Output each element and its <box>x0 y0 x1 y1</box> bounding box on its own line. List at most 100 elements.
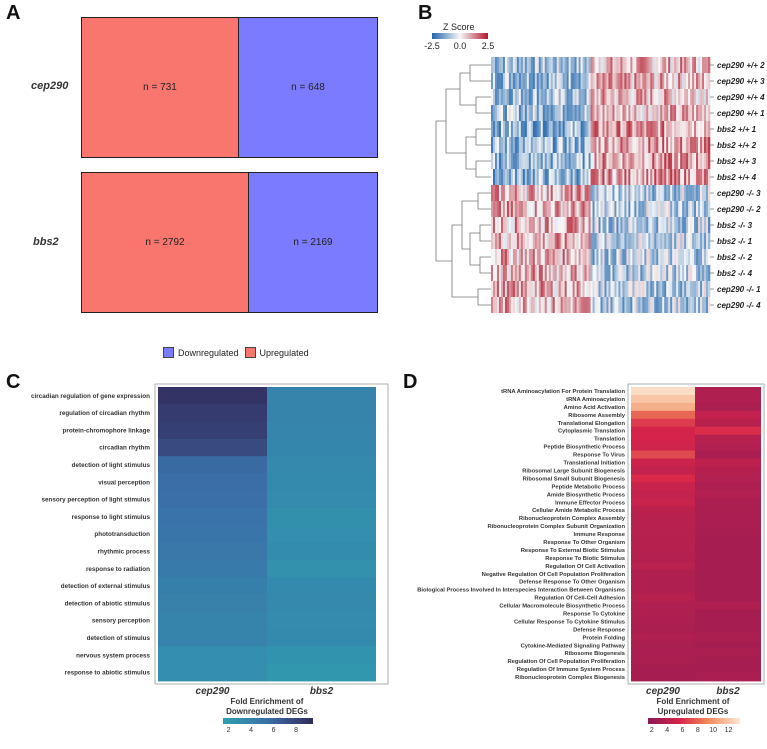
zscore-cell <box>606 201 609 217</box>
enrichment-cell <box>695 466 761 475</box>
zscore-cell <box>664 201 667 217</box>
zscore-cell <box>650 201 653 217</box>
zscore-cell <box>602 265 605 281</box>
zscore-cell <box>596 201 599 217</box>
zscore-cell <box>528 217 532 233</box>
zscore-cell <box>538 185 542 201</box>
zscore-cell <box>514 73 518 89</box>
zscore-cell <box>672 153 675 169</box>
zscore-cell <box>670 153 673 169</box>
zscore-cell <box>682 121 685 137</box>
zscore-cell <box>606 121 609 137</box>
zscore-cell <box>491 249 494 265</box>
zscore-cell <box>554 217 557 233</box>
enrichment-cell <box>267 438 376 457</box>
zscore-cell <box>644 249 647 265</box>
zscore-cell <box>500 105 504 121</box>
zscore-cell <box>574 233 577 249</box>
zscore-cell <box>654 105 657 121</box>
zscore-cell <box>692 137 695 153</box>
zscore-cell <box>572 73 575 89</box>
zscore-cell <box>628 105 631 121</box>
zscore-cell <box>491 105 494 121</box>
zscore-cell <box>630 185 633 201</box>
zscore-cell <box>688 73 691 89</box>
zscore-cell <box>670 121 673 137</box>
zscore-cell <box>680 265 683 281</box>
zscore-cell <box>604 137 607 153</box>
go-term-label: Regulation Of Cell Activation <box>545 564 625 570</box>
zscore-cell <box>492 153 496 169</box>
zscore-cell <box>700 185 703 201</box>
enrichment-cell <box>158 387 267 405</box>
zscore-cell <box>654 73 657 89</box>
zscore-cell <box>516 105 520 121</box>
zscore-cell <box>668 281 671 297</box>
zscore-cell <box>534 265 538 281</box>
go-term-label: Regulation Of Immune System Process <box>517 667 625 673</box>
zscore-cell <box>518 185 522 201</box>
zscore-cell <box>498 153 502 169</box>
zscore-cell <box>684 89 687 105</box>
zscore-cell <box>686 169 689 185</box>
zscore-cell <box>640 137 643 153</box>
zscore-cell <box>664 169 667 185</box>
zscore-cell <box>660 249 663 265</box>
zscore-cell <box>492 217 496 233</box>
zscore-cell <box>678 73 681 89</box>
zscore-cell <box>544 105 548 121</box>
zscore-cell <box>596 73 599 89</box>
zscore-cell <box>556 185 559 201</box>
zscore-cell <box>550 121 554 137</box>
zscore-cell <box>624 89 627 105</box>
zscore-cell <box>562 249 565 265</box>
zscore-cell <box>524 153 528 169</box>
zscore-cell <box>684 233 687 249</box>
zscore-cell <box>550 73 554 89</box>
panel-letter-a: A <box>6 2 21 24</box>
zscore-cell <box>500 217 504 233</box>
zscore-cell <box>702 121 705 137</box>
zscore-cell <box>668 201 671 217</box>
zscore-cell <box>512 89 516 105</box>
zscore-cell <box>656 153 659 169</box>
zscore-cell <box>546 137 550 153</box>
zscore-cell <box>672 169 675 185</box>
zscore-cell <box>556 57 559 73</box>
zscore-cell <box>516 137 520 153</box>
zscore-cell <box>626 233 629 249</box>
zscore-cell <box>706 137 709 153</box>
go-term-label: Response To External Biotic Stimulus <box>521 548 625 554</box>
zscore-cell <box>498 57 502 73</box>
zscore-cell <box>558 169 561 185</box>
zscore-cell <box>614 137 617 153</box>
zscore-cell <box>502 169 506 185</box>
zscore-cell <box>532 121 536 137</box>
zscore-cell <box>494 233 498 249</box>
zscore-cell <box>674 201 677 217</box>
zscore-cell <box>584 265 587 281</box>
panel-d-colorbar-title-line1: Fold Enrichment of <box>657 697 730 706</box>
go-term-label: Cytokine-Mediated Signaling Pathway <box>521 643 626 649</box>
enrichment-cell <box>695 585 761 594</box>
zscore-cell <box>518 217 522 233</box>
zscore-cell <box>518 121 522 137</box>
zscore-cell <box>610 57 613 73</box>
enrichment-cell <box>695 601 761 610</box>
zscore-cell <box>668 297 671 313</box>
zscore-cell <box>524 89 528 105</box>
zscore-cell <box>602 121 605 137</box>
zscore-cell <box>616 265 619 281</box>
enrichment-cell <box>695 522 761 531</box>
zscore-cell <box>532 201 536 217</box>
zscore-cell <box>510 169 514 185</box>
zscore-cell <box>492 57 496 73</box>
zscore-cell <box>624 169 627 185</box>
zscore-cell <box>528 153 532 169</box>
zscore-cell <box>600 233 603 249</box>
zscore-cell <box>574 137 577 153</box>
zscore-cell <box>530 89 534 105</box>
zscore-cell <box>606 137 609 153</box>
zscore-cell <box>570 297 573 313</box>
zscore-cell <box>640 233 643 249</box>
